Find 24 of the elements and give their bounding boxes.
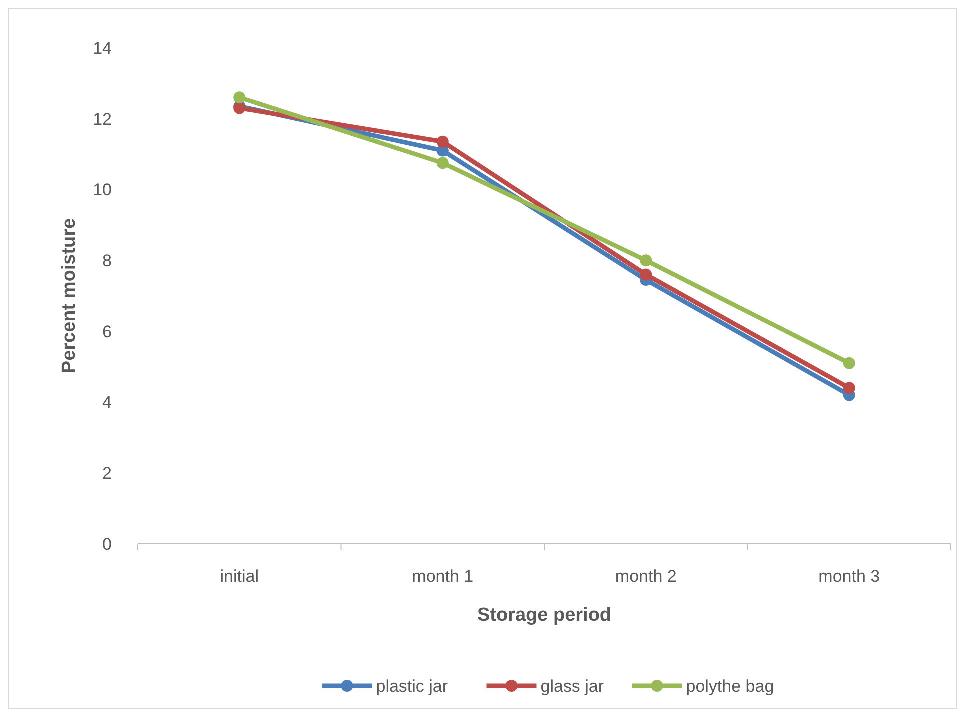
y-axis-title: Percent moisture (59, 218, 80, 374)
legend-label: polythe bag (686, 676, 774, 696)
y-tick-label: 14 (93, 38, 112, 58)
y-tick-label: 0 (102, 534, 112, 554)
point (436, 136, 449, 148)
point (234, 92, 246, 104)
x-tick-label: month 2 (615, 567, 677, 586)
legend-label: plastic jar (376, 676, 448, 696)
x-tick-label: month 1 (412, 567, 474, 586)
point (640, 268, 652, 281)
y-tick-label: 10 (93, 180, 112, 200)
x-tick-label: initial (220, 567, 259, 586)
x-tick-label: month 3 (818, 567, 880, 586)
point (436, 157, 449, 170)
legend-label: glass jar (540, 676, 604, 696)
x-axis-title: Storage period (477, 605, 612, 626)
point (640, 254, 652, 267)
point (843, 357, 856, 370)
y-tick-label: 8 (102, 252, 112, 271)
y-tick-label: 12 (93, 110, 112, 129)
y-tick-label: 6 (102, 322, 112, 342)
y-tick-label: 4 (102, 393, 112, 412)
point (843, 382, 856, 394)
y-tick-label: 2 (102, 464, 112, 484)
